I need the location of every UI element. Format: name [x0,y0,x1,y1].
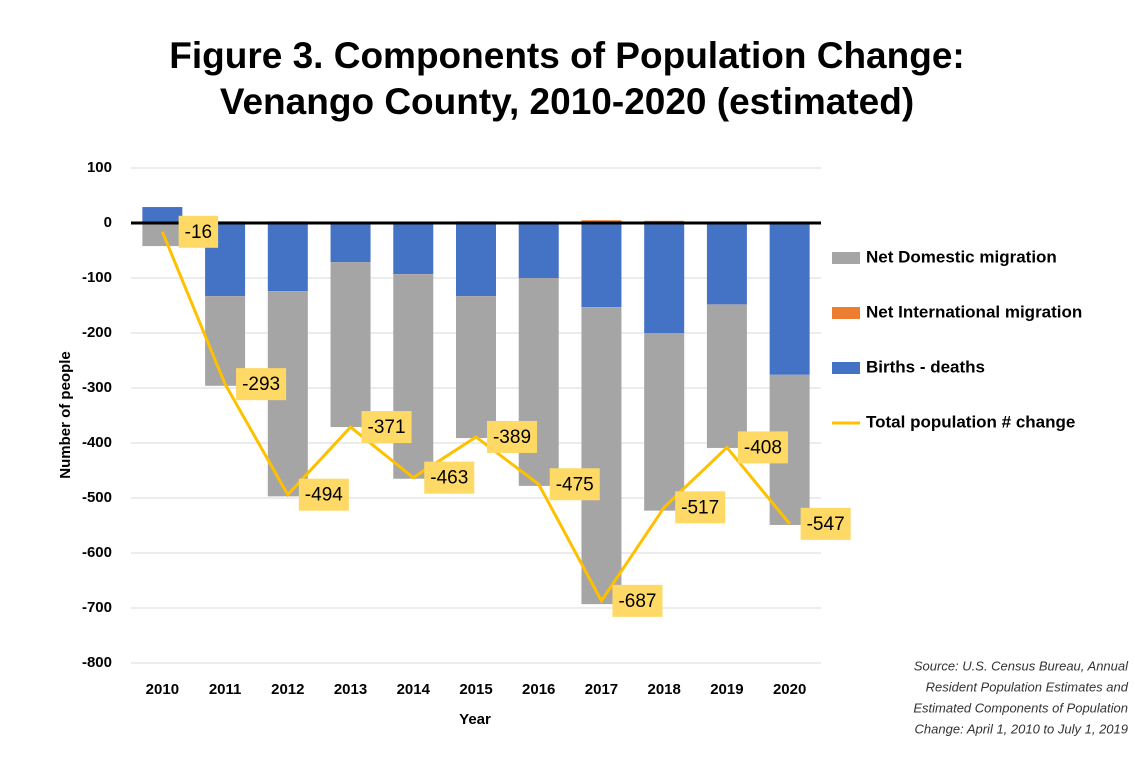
x-tick-label: 2012 [271,681,304,698]
data-label-box [298,478,349,511]
data-label: -494 [298,478,349,511]
source-note: Resident Population Estimates and [926,679,1129,694]
legend-label: Total population # change [866,412,1075,431]
data-label: -293 [236,368,287,401]
data-label-text: -389 [493,427,531,448]
data-label-text: -475 [556,474,594,495]
data-label: -16 [178,215,219,248]
source-note: Source: U.S. Census Bureau, Annual [914,658,1129,673]
bar-segment [581,307,622,605]
bar-segment [769,223,810,375]
bar-segment [142,207,183,223]
data-label-text: -687 [618,591,656,612]
bar-segment [518,223,559,278]
data-label: -547 [800,507,851,540]
data-label-text: -463 [430,468,468,489]
data-label: -475 [549,468,600,501]
bar-segment [581,223,622,308]
y-tick-label: -200 [82,324,112,341]
data-label-text: -16 [185,222,212,243]
bar-segment [330,223,371,263]
data-label-box [612,584,663,617]
bar-segment [706,304,747,448]
x-axis-label: Year [459,711,491,728]
data-label-box [800,507,851,540]
data-label: -408 [737,431,788,464]
x-tick-label: 2010 [146,681,179,698]
bar-segment [644,223,685,333]
y-tick-label: -300 [82,379,112,396]
data-label-box [549,468,600,501]
y-tick-label: -100 [82,269,112,286]
data-label-box [675,491,726,524]
y-tick-label: 100 [87,159,112,176]
data-label: -463 [424,461,475,494]
y-tick-label: -600 [82,544,112,561]
data-label-box [361,411,412,444]
legend-label: Net International migration [866,302,1082,321]
chart-title: Figure 3. Components of Population Chang… [169,35,964,76]
data-label: -517 [675,491,726,524]
x-tick-label: 2013 [334,681,367,698]
y-tick-label: -500 [82,489,112,506]
x-tick-label: 2020 [773,681,806,698]
y-tick-label: -400 [82,434,112,451]
bar-segment [518,278,559,486]
x-tick-label: 2014 [397,681,431,698]
x-tick-label: 2018 [647,681,680,698]
x-tick-label: 2016 [522,681,555,698]
legend-swatch [832,362,860,374]
x-tick-label: 2011 [209,681,242,698]
x-tick-label: 2017 [585,681,618,698]
source-note: Change: April 1, 2010 to July 1, 2019 [915,721,1128,736]
data-label-box [236,368,287,401]
data-label-text: -517 [681,497,719,518]
y-tick-label: 0 [104,214,112,231]
data-label-box [737,431,788,464]
x-tick-label: 2019 [710,681,743,698]
source-note: Estimated Components of Population [913,700,1128,715]
data-label: -371 [361,411,412,444]
legend-label: Births - deaths [866,357,985,376]
x-tick-label: 2015 [459,681,492,698]
data-label-text: -547 [807,514,845,535]
legend-label: Net Domestic migration [866,247,1057,266]
y-axis-label: Number of people [57,351,74,479]
bar-segment [456,296,496,439]
data-label-text: -494 [305,485,343,506]
legend-swatch [832,252,860,264]
bar-segment [706,223,747,305]
bar-segment [456,223,496,297]
legend-swatch [832,307,860,319]
bar-segment [267,223,308,292]
data-label-box [178,215,219,248]
chart-title: Venango County, 2010-2020 (estimated) [220,81,914,122]
bar-segment [330,262,371,428]
data-label-text: -371 [368,417,406,438]
bar-segment [393,223,434,275]
bar-segment [644,333,685,511]
data-label-box [424,461,475,494]
data-label: -389 [486,420,538,453]
bar-segment [393,274,434,479]
total-line [160,231,791,604]
y-tick-label: -700 [82,599,112,616]
data-label-text: -293 [242,374,280,395]
data-label: -687 [612,584,663,617]
y-tick-label: -800 [82,654,112,671]
data-label-text: -408 [744,437,782,458]
data-label-box [486,420,538,453]
